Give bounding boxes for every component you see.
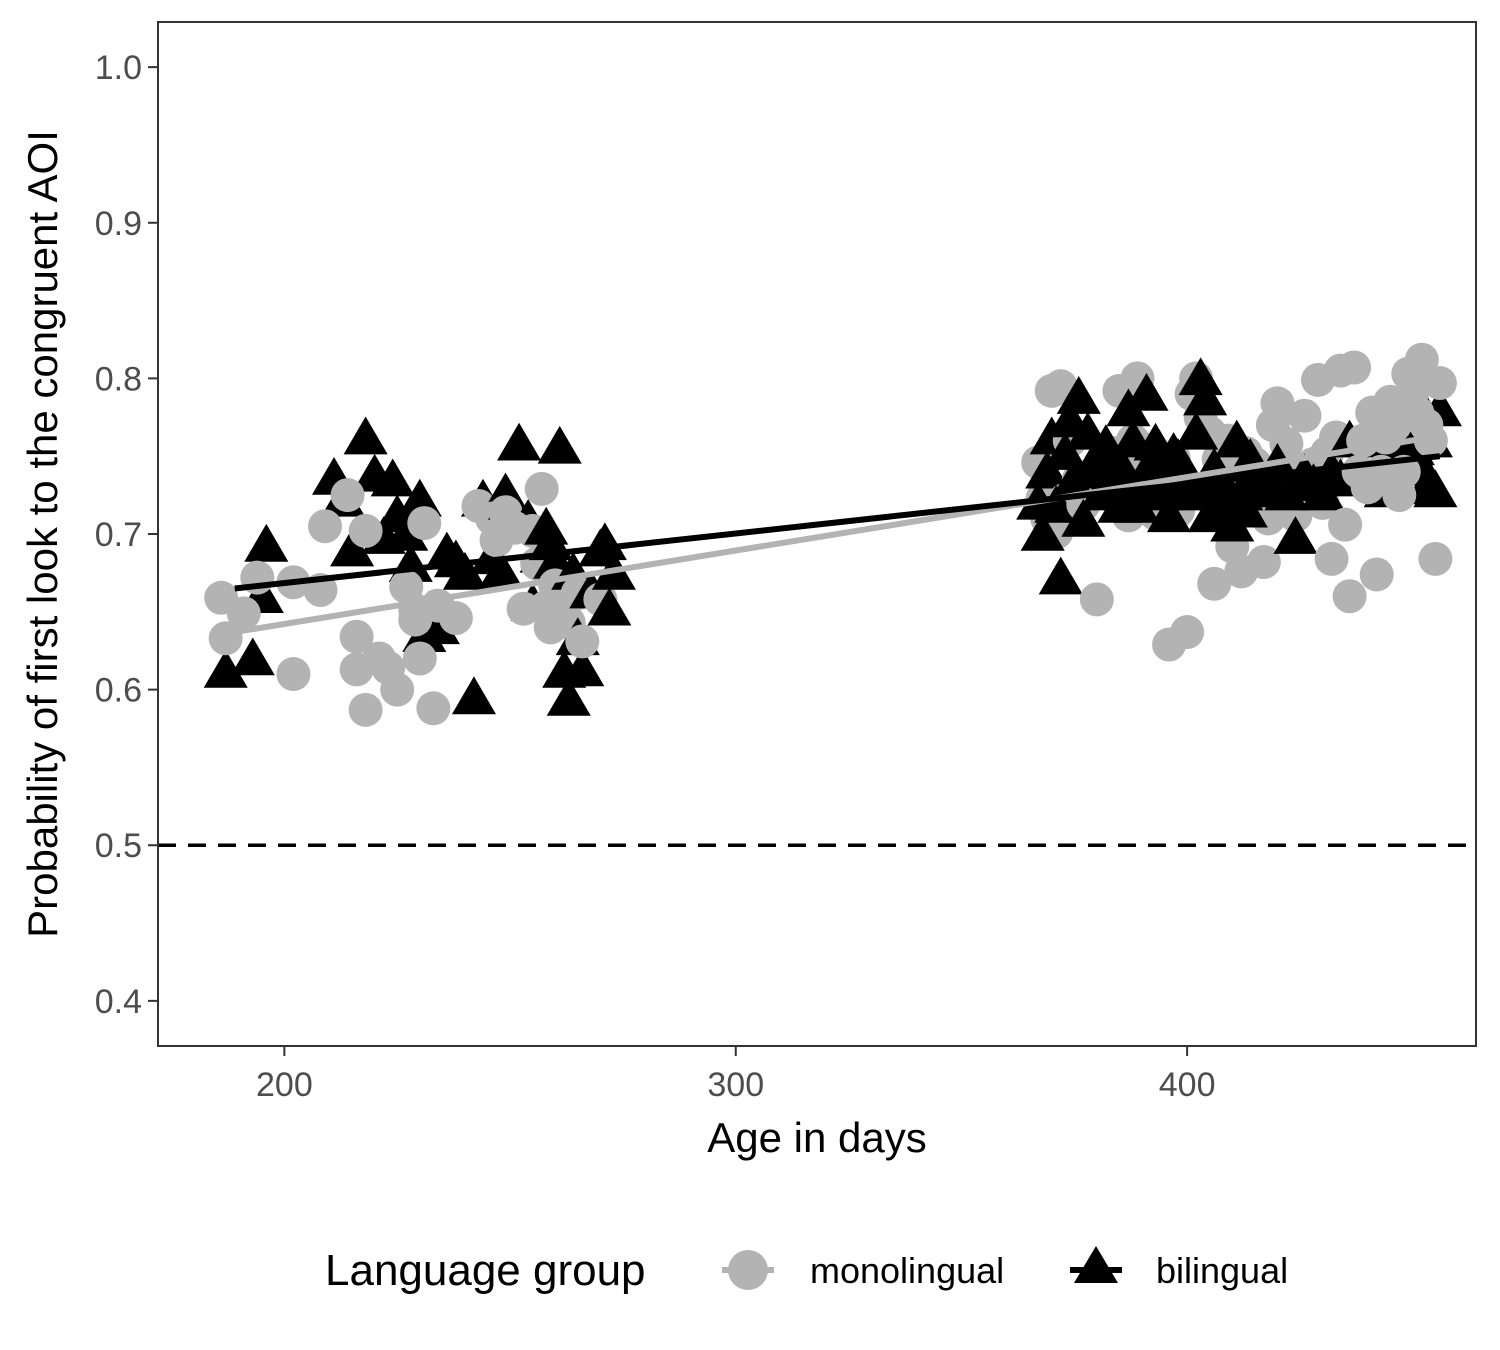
data-point-monolingual <box>1287 398 1322 433</box>
data-point-bilingual <box>244 523 289 562</box>
y-tick-label: 0.5 <box>95 827 142 865</box>
data-point-monolingual <box>565 624 600 659</box>
data-point-monolingual <box>416 691 451 726</box>
data-point-bilingual <box>1273 516 1318 554</box>
data-point-bilingual <box>1183 377 1228 416</box>
data-point-monolingual <box>348 692 383 727</box>
x-tick-label: 300 <box>707 1066 764 1104</box>
data-point-monolingual <box>1422 366 1457 401</box>
data-point-monolingual <box>524 471 559 506</box>
panel-border <box>157 21 1477 1047</box>
y-tick-label: 0.7 <box>95 516 142 554</box>
x-axis: 200 300 400 <box>256 1046 1215 1104</box>
data-point-bilingual <box>1038 556 1083 595</box>
legend-label-monolingual: monolingual <box>810 1250 1004 1291</box>
fit-line-monolingual <box>234 432 1441 636</box>
x-tick-label: 400 <box>1159 1066 1216 1104</box>
data-point-bilingual <box>1147 494 1192 533</box>
data-point-monolingual <box>330 478 365 513</box>
data-point-bilingual <box>370 458 415 497</box>
y-tick-label: 0.4 <box>95 983 142 1021</box>
y-axis-title: Probability of first look to the congrue… <box>19 130 66 938</box>
x-axis-title: Age in days <box>707 1114 926 1161</box>
x-tick-label: 200 <box>256 1066 313 1104</box>
legend-circle-icon <box>728 1250 768 1290</box>
y-tick-label: 0.6 <box>95 672 142 710</box>
data-point-monolingual <box>226 596 261 631</box>
data-point-bilingual <box>451 676 497 715</box>
data-point-monolingual <box>1246 545 1281 580</box>
data-point-bilingual <box>343 416 388 455</box>
data-point-monolingual <box>1413 423 1448 458</box>
data-point-bilingual <box>1178 357 1223 396</box>
data-point-bilingual <box>230 637 275 676</box>
data-point-monolingual <box>1332 579 1367 614</box>
data-point-monolingual <box>339 619 374 654</box>
data-point-monolingual <box>276 657 311 692</box>
y-tick-label: 0.8 <box>95 360 142 398</box>
data-point-bilingual <box>397 478 442 517</box>
data-point-monolingual <box>407 506 442 541</box>
data-point-monolingual <box>1170 615 1205 650</box>
data-point-monolingual <box>380 672 415 707</box>
data-point-bilingual <box>1061 498 1106 537</box>
fit-line-bilingual <box>234 453 1441 592</box>
data-point-monolingual <box>208 621 243 656</box>
data-point-bilingual <box>546 677 591 716</box>
data-point-bilingual <box>1124 372 1169 411</box>
data-point-bilingual <box>560 648 605 687</box>
data-point-bilingual <box>330 528 375 567</box>
data-point-monolingual <box>1359 557 1394 592</box>
data-point-monolingual <box>1337 350 1372 385</box>
data-point-bilingual <box>1034 484 1079 523</box>
data-point-monolingual <box>1314 541 1349 576</box>
data-point-bilingual <box>1413 469 1458 508</box>
data-point-bilingual <box>384 513 429 551</box>
legend-key-bilingual <box>1070 1246 1122 1283</box>
data-point-bilingual <box>537 425 582 464</box>
data-point-monolingual <box>1404 342 1439 377</box>
data-point-bilingual <box>587 587 632 626</box>
data-point-bilingual <box>1043 432 1088 470</box>
data-point-monolingual <box>308 509 343 544</box>
plot-area <box>158 342 1476 847</box>
legend-triangle-icon <box>1074 1246 1118 1283</box>
data-point-bilingual <box>1223 489 1268 528</box>
legend-label-bilingual: bilingual <box>1156 1250 1288 1291</box>
legend: Language group monolingual bilingual <box>325 1246 1288 1295</box>
data-point-bilingual <box>203 649 248 688</box>
data-point-monolingual <box>402 641 437 676</box>
legend-title: Language group <box>325 1246 646 1295</box>
data-point-bilingual <box>442 551 487 590</box>
data-point-monolingual <box>438 601 473 636</box>
data-point-monolingual <box>1079 582 1114 617</box>
y-axis: 0.4 0.5 0.6 0.7 0.8 0.9 1.0 <box>95 49 158 1021</box>
y-tick-label: 1.0 <box>95 49 142 87</box>
data-point-bilingual <box>1020 513 1065 551</box>
data-point-monolingual <box>1197 566 1232 601</box>
data-point-bilingual <box>1174 411 1219 450</box>
data-point-bilingual <box>415 606 460 645</box>
data-point-bilingual <box>1056 376 1101 414</box>
data-point-bilingual <box>497 422 542 461</box>
legend-key-monolingual <box>722 1250 774 1290</box>
data-point-monolingual <box>348 513 383 548</box>
data-point-monolingual <box>1260 386 1295 421</box>
data-point-bilingual <box>1169 472 1214 511</box>
data-point-bilingual <box>478 550 524 589</box>
data-point-monolingual <box>1328 507 1363 542</box>
data-point-monolingual <box>1418 541 1453 576</box>
y-tick-label: 0.9 <box>95 205 142 243</box>
